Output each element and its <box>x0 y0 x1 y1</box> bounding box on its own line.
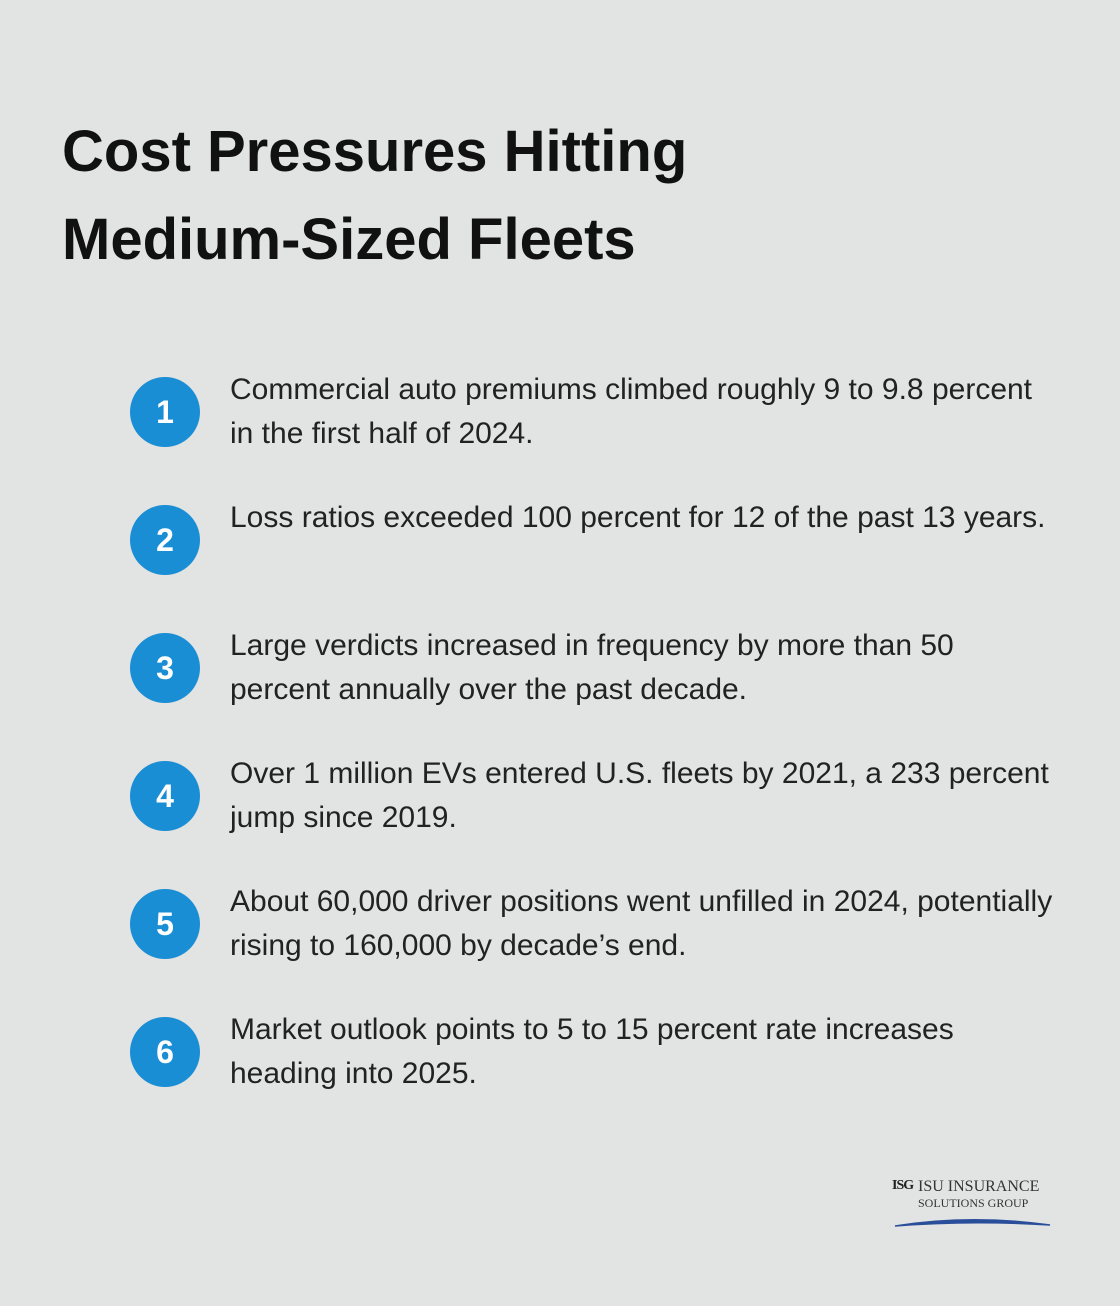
item-number: 4 <box>130 761 200 831</box>
list-item: 6 Market outlook points to 5 to 15 percen… <box>130 1006 1070 1134</box>
item-number: 3 <box>130 633 200 703</box>
logo-swoosh <box>894 1218 1051 1227</box>
logo: ISG ISU INSURANCE SOLUTIONS GROUP <box>890 1176 1060 1236</box>
item-text: Over 1 million EVs entered U.S. fleets b… <box>230 757 1049 834</box>
list-item: 3 Large verdicts increased in frequency b… <box>130 622 1070 750</box>
title: Cost Pressures Hitting Medium-Sized Flee… <box>62 108 687 284</box>
item-number: 1 <box>130 377 200 447</box>
item-text: Loss ratios exceeded 100 percent for 12 … <box>230 501 1046 534</box>
list-item: 5 About 60,000 driver positions went unfi… <box>130 878 1070 1006</box>
item-text: About 60,000 driver positions went unfil… <box>230 885 1053 962</box>
item-number: 2 <box>130 505 200 575</box>
logo-line: ISU INSURANCE <box>918 1178 1040 1195</box>
list-item: 4 Over 1 million EVs entered U.S. fleets … <box>130 750 1070 878</box>
logo-line: SOLUTIONS GROUP <box>918 1196 1029 1210</box>
item-number: 6 <box>130 1017 200 1087</box>
list-item: 2 Loss ratios exceeded 100 percent for 12… <box>130 494 1070 622</box>
title-line: Cost Pressures Hitting <box>62 119 688 184</box>
logo-mark: ISG <box>892 1178 914 1193</box>
item-text: Market outlook points to 5 to 15 percent… <box>230 1013 954 1090</box>
item-text: Large verdicts increased in frequency by… <box>230 629 954 706</box>
title-line: Medium-Sized Fleets <box>62 207 636 272</box>
list-item: 1 Commercial auto premiums climbed roughl… <box>130 366 1070 494</box>
item-text: Commercial auto premiums climbed roughly… <box>230 373 1033 450</box>
item-number: 5 <box>130 889 200 959</box>
item-list: 1 Commercial auto premiums climbed roughl… <box>130 366 1070 1134</box>
